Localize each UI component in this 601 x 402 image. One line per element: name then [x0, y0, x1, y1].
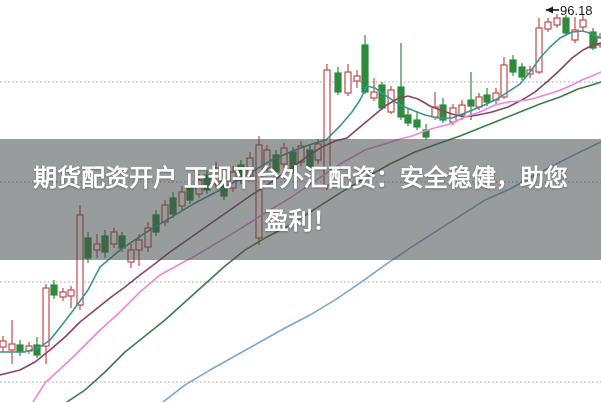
candle-up: [535, 27, 543, 73]
candle-down: [50, 284, 58, 296]
candle-down: [509, 59, 517, 73]
candle-down: [334, 72, 342, 93]
candle-up: [544, 21, 552, 30]
candle-up: [553, 17, 561, 26]
price-label-text: 96.18: [560, 3, 593, 18]
ma-fast-teal: [0, 30, 601, 353]
price-arrow-head: [546, 6, 553, 14]
candle-up: [370, 91, 378, 99]
price-label: 96.18: [546, 3, 593, 18]
candle-down: [397, 86, 405, 118]
candle-up: [353, 75, 361, 82]
candle-up: [42, 287, 50, 347]
candle-down: [361, 44, 369, 93]
candle-up: [67, 289, 75, 297]
candle-down: [378, 84, 386, 109]
candle-up: [59, 291, 67, 298]
candle-down: [16, 344, 24, 353]
candle-up: [500, 64, 508, 98]
candle-down: [589, 31, 597, 49]
candle-down: [404, 114, 412, 124]
candle-up: [8, 343, 16, 351]
candle-down: [562, 17, 570, 34]
candle-up: [571, 29, 579, 41]
candle-down: [413, 119, 421, 128]
candle-down: [33, 344, 41, 356]
candle-down: [467, 99, 475, 107]
promo-banner-overlay: 期货配资开户 正规平台外汇配资：安全稳健，助您 盈利！: [0, 139, 601, 260]
candle-up: [0, 340, 7, 348]
candle-down: [483, 94, 491, 103]
candle-up: [475, 96, 483, 108]
candle-up: [344, 71, 352, 94]
promo-banner-line1: 期货配资开户 正规平台外汇配资：安全稳健，助您: [33, 164, 568, 192]
promo-banner-line2: 盈利！: [264, 207, 337, 235]
candle-up: [579, 19, 587, 28]
candle-down: [518, 66, 526, 78]
